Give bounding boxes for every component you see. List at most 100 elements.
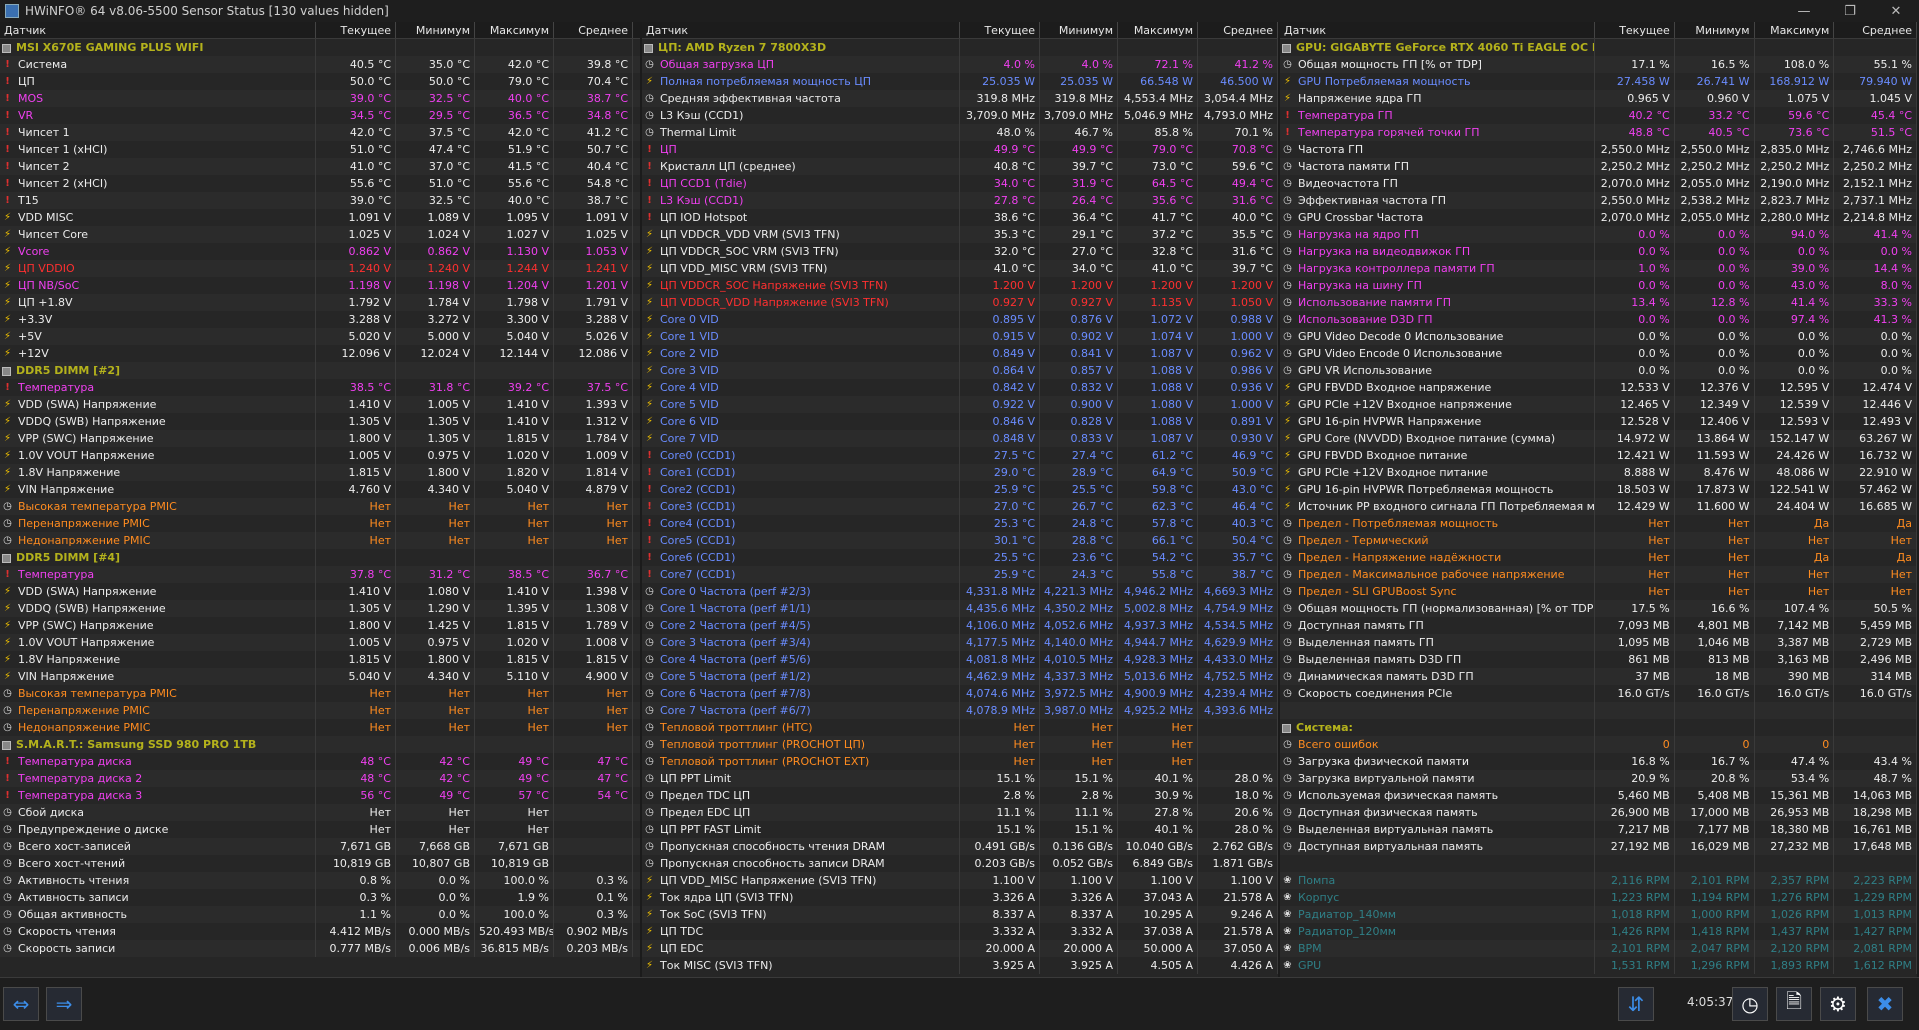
sensor-row[interactable]: ⚡ +12V 12.096 V 12.024 V 12.144 V 12.086 V <box>0 345 640 362</box>
sensor-row[interactable]: ! Температура горячей точки ГП 48.8 °C 40.5… <box>1280 124 1917 141</box>
sensor-row[interactable]: ! Чипсет 2 41.0 °C 37.0 °C 41.5 °C 40.4 °C <box>0 158 640 175</box>
sensor-row[interactable]: ◷ Загрузка виртуальной памяти 20.9 % 20.8 %… <box>1280 770 1917 787</box>
sensor-row[interactable]: ◷ Предел TDC ЦП 2.8 % 2.8 % 30.9 % 18.0 % <box>642 787 1278 804</box>
sensor-row[interactable]: ⚡ VDD (SWA) Напряжение 1.410 V 1.080 V 1.410… <box>0 583 640 600</box>
sensor-row[interactable]: ❀ GPU 1,531 RPM 1,296 RPM 1,893 RPM 1,612 RPM <box>1280 957 1917 974</box>
sensor-row[interactable]: ⚡ GPU PCIe +12V Входное напряжение 12.465 … <box>1280 396 1917 413</box>
sensor-row[interactable]: ◷ Доступная физическая память 26,900 MB 17,… <box>1280 804 1917 821</box>
sensor-row[interactable]: ◷ GPU Crossbar Частота 2,070.0 MHz 2,055.0 … <box>1280 209 1917 226</box>
sensor-row[interactable]: ⚡ Core 4 VID 0.842 V 0.832 V 1.088 V 0.936 V <box>642 379 1278 396</box>
sensor-list[interactable]: GPU: GIGABYTE GeForce RTX 4060 Ti EAGLE … <box>1280 39 1917 974</box>
sensor-row[interactable]: ◷ ЦП PPT Limit 15.1 % 15.1 % 40.1 % 28.0 % <box>642 770 1278 787</box>
sensor-row[interactable]: ◷ Core 5 Частота (perf #1/2) 4,462.9 MHz 4,… <box>642 668 1278 685</box>
sensor-row[interactable]: ⚡ +3.3V 3.288 V 3.272 V 3.300 V 3.288 V <box>0 311 640 328</box>
column-header-4[interactable]: Среднее <box>554 22 633 38</box>
minimize-button[interactable]: — <box>1797 3 1811 19</box>
sensor-row[interactable]: ◷ Общая активность 1.1 % 0.0 % 100.0 % 0.3 % <box>0 906 640 923</box>
column-header-3[interactable]: Максимум <box>475 22 554 38</box>
sensor-row[interactable]: ! Чипсет 1 (xHCI) 51.0 °C 47.4 °C 51.9 °C 50.… <box>0 141 640 158</box>
sensor-row[interactable]: ⚡ Источник PP входного сигнала ГП Потребл… <box>1280 498 1917 515</box>
sensor-row[interactable]: ⚡ ЦП TDC 3.332 A 3.332 A 37.038 A 21.578 A <box>642 923 1278 940</box>
sensor-panel-3[interactable]: Датчик Текущее Минимум Максимум Среднее GPU: … <box>1280 22 1917 977</box>
sensor-row[interactable]: ◷ Нагрузка на шину ГП 0.0 % 0.0 % 43.0 % 8.0 … <box>1280 277 1917 294</box>
sensor-row[interactable]: ◷ Предел - Термический Нет Нет Нет Нет <box>1280 532 1917 549</box>
column-header-2[interactable]: Минимум <box>1040 22 1118 38</box>
sensor-row[interactable]: ⚡ GPU Core (NVVDD) Входное питание (сумма… <box>1280 430 1917 447</box>
sensor-row[interactable]: ⚡ ЦП VDDCR_SOC Напряжение (SVI3 TFN) 1.200… <box>642 277 1278 294</box>
sensor-row[interactable]: ◷ Core 7 Частота (perf #6/7) 4,078.9 MHz 3,… <box>642 702 1278 719</box>
sensor-row[interactable]: ◷ GPU Video Encode 0 Использование 0.0 % 0.… <box>1280 345 1917 362</box>
column-header-1[interactable]: Текущее <box>960 22 1040 38</box>
close-window-button[interactable]: ✕ <box>1890 3 1902 19</box>
sensor-row[interactable]: ◷ Высокая температура PMIC Нет Нет Нет Нет <box>0 685 640 702</box>
column-header-2[interactable]: Минимум <box>396 22 475 38</box>
sensor-row[interactable]: ! Температура диска 3 56 °C 49 °C 57 °C 54 °C <box>0 787 640 804</box>
sensor-row[interactable]: ⚡ Core 0 VID 0.895 V 0.876 V 1.072 V 0.988 V <box>642 311 1278 328</box>
sensor-row[interactable]: ◷ Core 2 Частота (perf #4/5) 4,106.0 MHz 4,… <box>642 617 1278 634</box>
column-header-0[interactable]: Датчик <box>0 22 316 38</box>
sensor-row[interactable]: ◷ Средняя эффективная частота 319.8 MHz 319… <box>642 90 1278 107</box>
sensor-row[interactable]: ! L3 Кэш (CCD1) 27.8 °C 26.4 °C 35.6 °C 31.6 … <box>642 192 1278 209</box>
sensor-row[interactable]: ⚡ VDD MISC 1.091 V 1.089 V 1.095 V 1.091 V <box>0 209 640 226</box>
network-icon[interactable]: ⇵ <box>1618 987 1654 1021</box>
sensor-row[interactable]: ⚡ Ток SoC (SVI3 TFN) 8.337 A 8.337 A 10.295 … <box>642 906 1278 923</box>
sensor-row[interactable]: ⚡ Ток MISC (SVI3 TFN) 3.925 A 3.925 A 4.505 … <box>642 957 1278 974</box>
sensor-row[interactable]: ◷ Нагрузка на видеодвижок ГП 0.0 % 0.0 % 0.0… <box>1280 243 1917 260</box>
sensor-row[interactable]: ⚡ Core 2 VID 0.849 V 0.841 V 1.087 V 0.962 V <box>642 345 1278 362</box>
sensor-row[interactable]: ! Температура диска 48 °C 42 °C 49 °C 47 °C <box>0 753 640 770</box>
column-header[interactable]: Датчик Текущее Минимум Максимум Среднее <box>0 22 640 39</box>
close-icon[interactable]: ✖ <box>1867 987 1903 1021</box>
sensor-row[interactable]: ⚡ Core 5 VID 0.922 V 0.900 V 1.080 V 1.000 V <box>642 396 1278 413</box>
sensor-row[interactable]: ◷ Core 6 Частота (perf #7/8) 4,074.6 MHz 3,… <box>642 685 1278 702</box>
sensor-row[interactable]: ◷ Пропускная способность чтения DRAM 0.491… <box>642 838 1278 855</box>
column-header-0[interactable]: Датчик <box>642 22 960 38</box>
sensor-row[interactable]: ◷ Используемая физическая память 5,460 MB 5… <box>1280 787 1917 804</box>
sensor-row[interactable]: ⚡ ЦП +1.8V 1.792 V 1.784 V 1.798 V 1.791 V <box>0 294 640 311</box>
sensor-row[interactable]: ◷ Предел - Потребляемая мощность Нет Нет Да Д… <box>1280 515 1917 532</box>
sensor-group-row[interactable]: ЦП: AMD Ryzen 7 7800X3D <box>642 39 1278 56</box>
sensor-row[interactable]: ◷ Нагрузка контроллера памяти ГП 1.0 % 0.0 … <box>1280 260 1917 277</box>
sensor-group-row[interactable]: Система: <box>1280 719 1917 736</box>
sensor-row[interactable]: ! Core5 (CCD1) 30.1 °C 28.8 °C 66.1 °C 50.4 °… <box>642 532 1278 549</box>
sensor-row[interactable]: ◷ Нагрузка на ядро ГП 0.0 % 0.0 % 94.0 % 41.4… <box>1280 226 1917 243</box>
sensor-row[interactable]: ◷ Доступная виртуальная память 27,192 MB 16… <box>1280 838 1917 855</box>
sensor-row[interactable]: ! Core3 (CCD1) 27.0 °C 26.7 °C 62.3 °C 46.4 °… <box>642 498 1278 515</box>
sensor-row[interactable]: ◷ Предел - SLI GPUBoost Sync Нет Нет Нет Нет <box>1280 583 1917 600</box>
clock-icon[interactable]: ◷ <box>1732 987 1768 1021</box>
sensor-row[interactable]: ◷ Скорость записи 0.777 MB/s 0.006 MB/s 36.8… <box>0 940 640 957</box>
sensor-row[interactable]: ⚡ VDDQ (SWB) Напряжение 1.305 V 1.305 V 1.41… <box>0 413 640 430</box>
sensor-row[interactable]: ! Core7 (CCD1) 25.9 °C 24.3 °C 55.8 °C 38.7 °… <box>642 566 1278 583</box>
sensor-row[interactable]: ! Система 40.5 °C 35.0 °C 42.0 °C 39.8 °C <box>0 56 640 73</box>
column-header-2[interactable]: Минимум <box>1675 22 1755 38</box>
sensor-row[interactable]: ⚡ ЦП VDD_MISC Напряжение (SVI3 TFN) 1.100 … <box>642 872 1278 889</box>
column-header-4[interactable]: Среднее <box>1834 22 1917 38</box>
sensor-row[interactable]: ◷ Пропускная способность записи DRAM 0.203… <box>642 855 1278 872</box>
sensor-list[interactable]: ЦП: AMD Ryzen 7 7800X3D ◷ Общая загрузка Ц… <box>642 39 1278 974</box>
sensor-row[interactable]: ◷ ЦП PPT FAST Limit 15.1 % 15.1 % 40.1 % 28.0… <box>642 821 1278 838</box>
log-file-icon[interactable]: 🗎 <box>1776 987 1812 1021</box>
sensor-row[interactable]: ⚡ VPP (SWC) Напряжение 1.800 V 1.425 V 1.815… <box>0 617 640 634</box>
scroll-right-button[interactable]: ⇒ <box>46 987 82 1021</box>
sensor-row[interactable]: ◷ Тепловой троттлинг (HTC) Нет Нет Нет <box>642 719 1278 736</box>
sensor-row[interactable]: ⚡ VPP (SWC) Напряжение 1.800 V 1.305 V 1.815… <box>0 430 640 447</box>
sensor-row[interactable]: ! Чипсет 2 (xHCI) 55.6 °C 51.0 °C 55.6 °C 54.… <box>0 175 640 192</box>
sensor-row[interactable]: ⚡ Core 6 VID 0.846 V 0.828 V 1.088 V 0.891 V <box>642 413 1278 430</box>
sensor-row[interactable]: ◷ Предупреждение о диске Нет Нет Нет <box>0 821 640 838</box>
sensor-row[interactable]: ◷ Активность записи 0.3 % 0.0 % 1.9 % 0.1 % <box>0 889 640 906</box>
sensor-row[interactable]: ! MOS 39.0 °C 32.5 °C 40.0 °C 38.7 °C <box>0 90 640 107</box>
sensor-row[interactable]: ◷ Недонапряжение PMIC Нет Нет Нет Нет <box>0 532 640 549</box>
sensor-row[interactable]: ◷ Доступная память ГП 7,093 MB 4,801 MB 7,14… <box>1280 617 1917 634</box>
sensor-row[interactable]: ! Core0 (CCD1) 27.5 °C 27.4 °C 61.2 °C 46.9 °… <box>642 447 1278 464</box>
sensor-row[interactable]: ⚡ Напряжение ядра ГП 0.965 V 0.960 V 1.075 V… <box>1280 90 1917 107</box>
sensor-row[interactable]: ❀ Помпа 2,116 RPM 2,101 RPM 2,357 RPM 2,223 R… <box>1280 872 1917 889</box>
sensor-row[interactable]: ⚡ GPU PCIe +12V Входное питание 8.888 W 8.4… <box>1280 464 1917 481</box>
sensor-list[interactable]: MSI X670E GAMING PLUS WIFI! Система 40.5 °… <box>0 39 640 957</box>
sensor-group-row[interactable]: MSI X670E GAMING PLUS WIFI <box>0 39 640 56</box>
sensor-row[interactable]: ◷ Всего хост-записей 7,671 GB 7,668 GB 7,671… <box>0 838 640 855</box>
scroll-left-button[interactable]: ⇔ <box>3 987 39 1021</box>
sensor-row[interactable]: ◷ GPU Video Decode 0 Использование 0.0 % 0.… <box>1280 328 1917 345</box>
sensor-group-row[interactable]: DDR5 DIMM [#2] <box>0 362 640 379</box>
sensor-row[interactable]: ⚡ VIN Напряжение 4.760 V 4.340 V 5.040 V 4.87… <box>0 481 640 498</box>
sensor-row[interactable]: ⚡ 1.8V Напряжение 1.815 V 1.800 V 1.815 V 1.8… <box>0 651 640 668</box>
sensor-row[interactable] <box>1280 855 1917 872</box>
